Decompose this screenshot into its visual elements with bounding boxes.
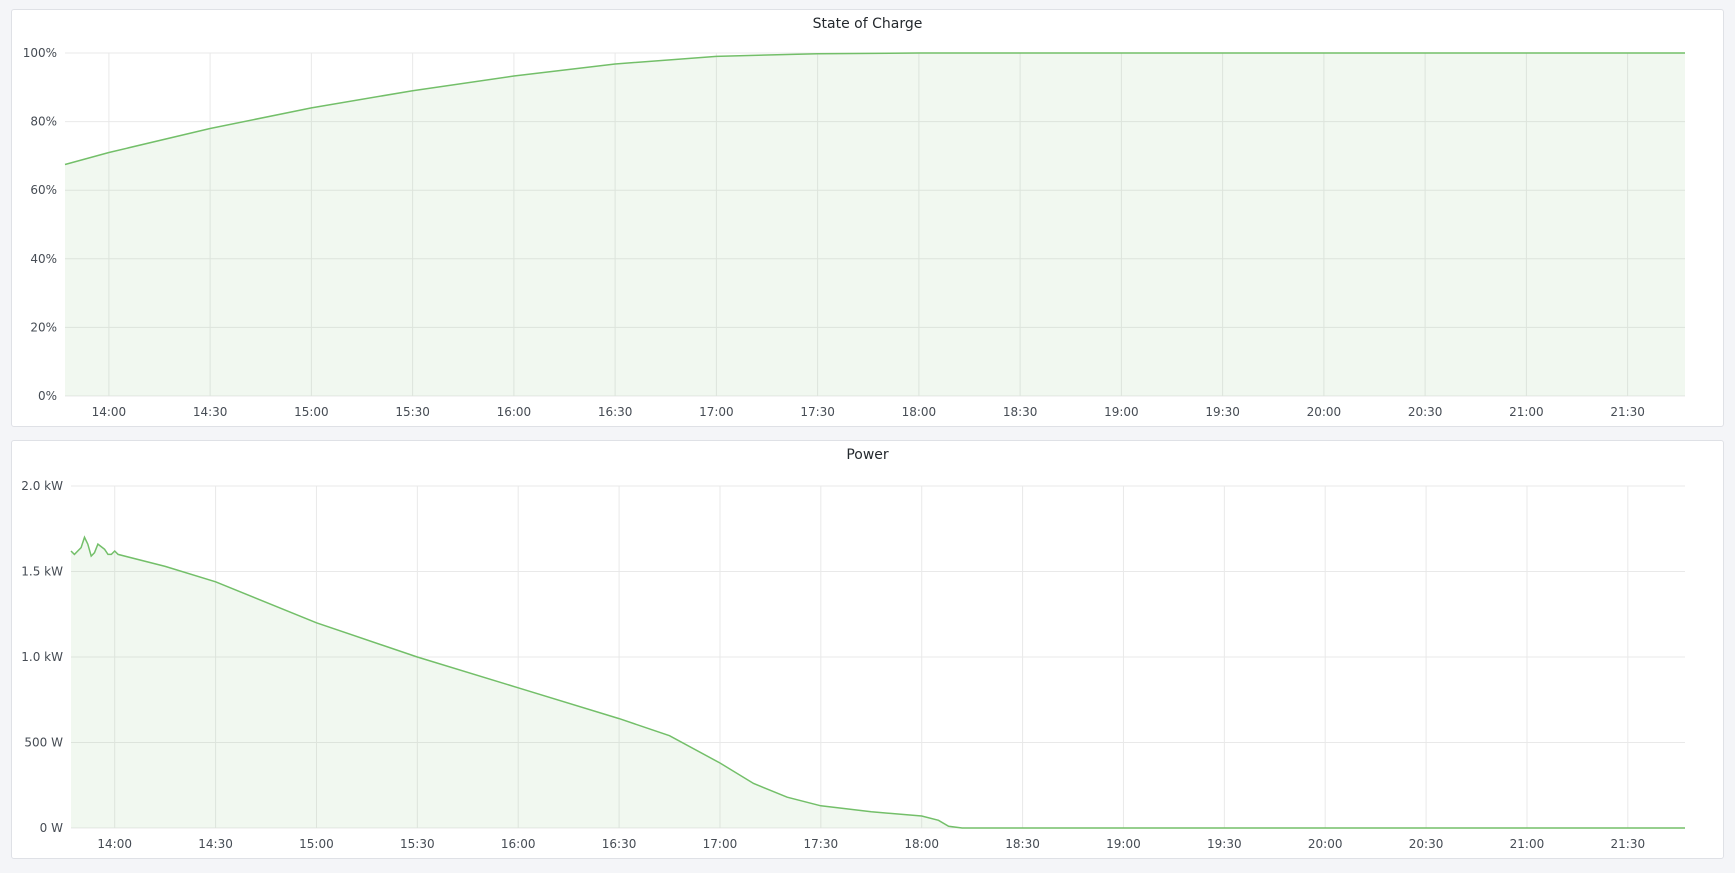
y-tick-label: 40% [30,252,57,266]
x-tick-label: 14:00 [92,405,127,419]
x-tick-label: 20:30 [1409,837,1444,851]
y-tick-label: 500 W [24,736,63,750]
y-tick-label: 0% [38,389,57,403]
x-tick-label: 16:00 [501,837,536,851]
power-chart[interactable]: 0 W 500 W 1.0 kW 1.5 kW 2.0 kW 14:00 14:30 15:0… [12,441,1725,860]
soc-panel: State of Charge 0% 20% 40% 60% 80% 100% 14:00 1… [11,9,1724,427]
x-tick-label: 20:00 [1308,837,1343,851]
x-tick-label: 18:30 [1003,405,1038,419]
x-tick-label: 19:00 [1106,837,1141,851]
x-tick-label: 14:00 [97,837,132,851]
x-tick-label: 21:00 [1509,405,1544,419]
x-tick-label: 16:30 [598,405,633,419]
x-tick-label: 17:00 [703,837,738,851]
y-tick-label: 1.5 kW [21,565,63,579]
x-tick-label: 15:00 [294,405,329,419]
series-area [65,53,1685,396]
x-tick-label: 17:30 [804,837,839,851]
x-tick-label: 20:00 [1307,405,1342,419]
y-tick-label: 100% [23,46,57,60]
x-tick-label: 18:00 [902,405,937,419]
x-tick-label: 17:30 [800,405,835,419]
x-tick-label: 19:30 [1205,405,1240,419]
y-tick-label: 0 W [40,821,63,835]
panel-title: State of Charge [812,16,923,32]
x-tick-label: 16:00 [497,405,532,419]
panel-title: Power [846,447,889,463]
x-tick-label: 17:00 [699,405,734,419]
x-tick-label: 19:30 [1207,837,1242,851]
x-tick-label: 14:30 [193,405,228,419]
x-tick-label: 18:30 [1005,837,1040,851]
series-area [71,537,1685,828]
x-tick-label: 18:00 [904,837,939,851]
x-tick-label: 21:00 [1510,837,1545,851]
x-tick-label: 15:00 [299,837,334,851]
x-tick-label: 14:30 [198,837,233,851]
x-tick-label: 21:30 [1610,405,1645,419]
x-tick-label: 20:30 [1408,405,1443,419]
series-line [64,52,1685,166]
y-tick-label: 60% [30,183,57,197]
x-tick-label: 19:00 [1104,405,1139,419]
y-tick-label: 20% [30,320,57,334]
y-tick-label: 80% [30,115,57,129]
x-tick-label: 21:30 [1611,837,1646,851]
soc-chart[interactable]: 0% 20% 40% 60% 80% 100% 14:00 14:30 15:00 15:30 16… [12,10,1725,428]
x-tick-label: 16:30 [602,837,637,851]
y-tick-label: 1.0 kW [21,650,63,664]
series-line [70,535,1685,829]
y-tick-label: 2.0 kW [21,479,63,493]
x-tick-label: 15:30 [395,405,430,419]
x-tick-label: 15:30 [400,837,435,851]
power-panel: Power 0 W 500 W 1.0 kW 1.5 kW 2.0 kW 14:00 14:… [11,440,1724,859]
